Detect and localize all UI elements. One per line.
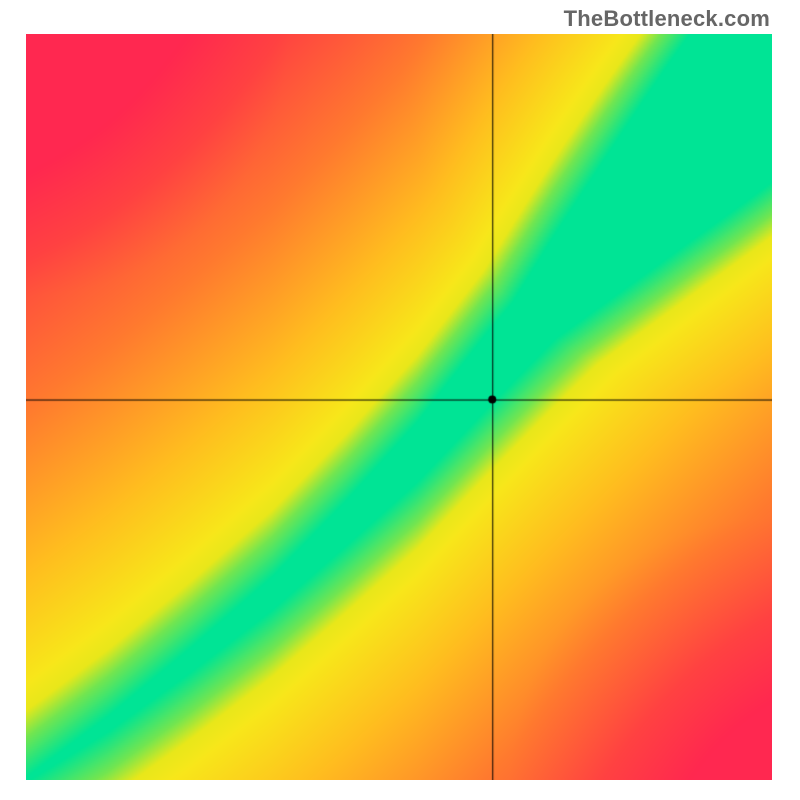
watermark-text: TheBottleneck.com xyxy=(564,6,770,32)
heatmap-canvas xyxy=(26,34,772,780)
chart-container: TheBottleneck.com xyxy=(0,0,800,800)
heatmap-plot xyxy=(26,34,772,780)
